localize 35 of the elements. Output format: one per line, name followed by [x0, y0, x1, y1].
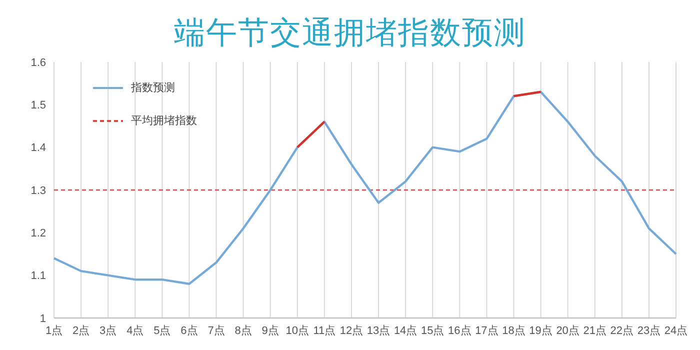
y-tick-label: 1.6 [30, 56, 46, 69]
x-tick-label: 10点 [286, 324, 310, 337]
x-tick-label: 21点 [583, 324, 606, 337]
x-tick-label: 3点 [100, 324, 117, 337]
x-tick-label: 18点 [502, 324, 526, 337]
x-tick-label: 5点 [154, 324, 171, 337]
x-tick-label: 15点 [420, 324, 444, 337]
x-tick-label: 17点 [475, 324, 498, 337]
x-tick-label: 1点 [45, 324, 63, 337]
x-tick-label: 9点 [262, 324, 279, 337]
y-tick-label: 1.5 [30, 100, 46, 112]
legend-label: 平均拥堵指数 [131, 114, 197, 128]
x-tick-label: 24点 [664, 324, 688, 337]
y-tick-label: 1.3 [30, 184, 46, 197]
x-tick-label: 14点 [394, 324, 418, 337]
x-tick-label: 7点 [208, 324, 225, 337]
chart-title: 端午节交通拥堵指数预测 [173, 14, 527, 52]
x-tick-label: 16点 [448, 324, 472, 337]
y-tick-label: 1 [40, 312, 46, 325]
y-tick-label: 1.1 [30, 270, 46, 282]
x-tick-label: 6点 [180, 324, 198, 337]
line-series [52, 90, 678, 285]
y-tick-label: 1.4 [30, 142, 46, 154]
x-tick-label: 4点 [126, 324, 144, 337]
x-tick-label: 22点 [610, 324, 634, 337]
x-tick-label: 13点 [366, 324, 390, 337]
legend-label: 指数预测 [131, 81, 175, 95]
x-tick-label: 19点 [529, 324, 552, 337]
x-tick-label: 8点 [234, 324, 252, 337]
x-tick-label: 23点 [637, 324, 661, 337]
y-tick-label: 1.2 [30, 228, 46, 240]
x-tick-label: 12点 [340, 324, 364, 337]
x-tick-label: 20点 [556, 324, 580, 337]
x-tick-label: 11点 [313, 324, 336, 337]
x-tick-label: 2点 [72, 324, 90, 337]
